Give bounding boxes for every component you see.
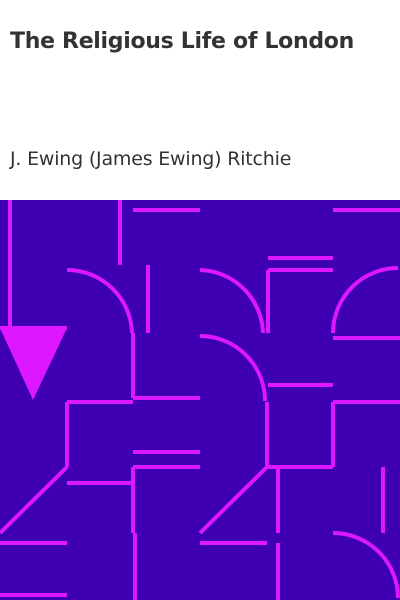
geometric-pattern-icon (0, 200, 400, 600)
pattern-line-8 (199, 268, 265, 334)
top-strip (0, 0, 400, 10)
pattern-line-6 (66, 268, 134, 334)
pattern-line-12 (331, 266, 399, 334)
pattern-line-28 (0, 465, 69, 535)
cover-pattern (0, 200, 400, 600)
book-title: The Religious Life of London (10, 29, 354, 54)
triangle-shape (0, 328, 67, 400)
pattern-line-16 (199, 334, 267, 402)
pattern-line-29 (198, 465, 269, 535)
pattern-line-35 (332, 531, 400, 599)
book-author: J. Ewing (James Ewing) Ritchie (10, 148, 292, 170)
cover-header: The Religious Life of London J. Ewing (J… (0, 0, 400, 200)
